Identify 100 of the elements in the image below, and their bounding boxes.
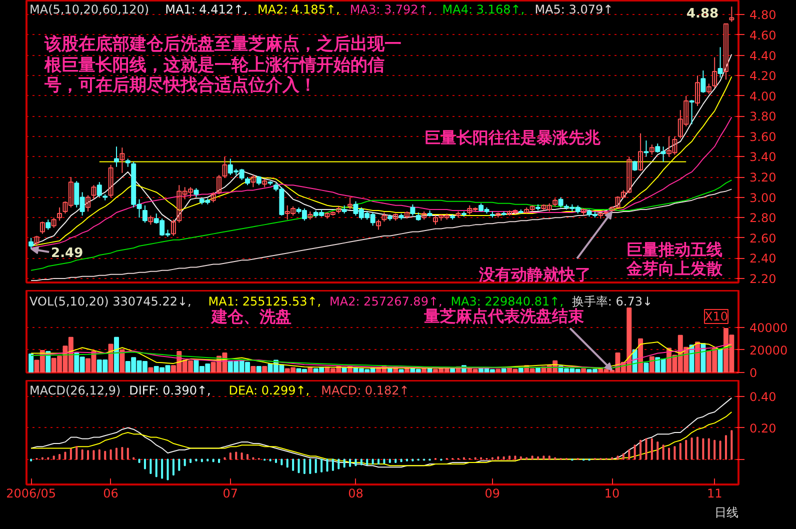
- candlestick: [712, 56, 718, 88]
- text: MA5: 3.079↑: [534, 2, 614, 16]
- line-series: [30, 188, 732, 281]
- bar: [689, 344, 694, 372]
- candlestick: [108, 164, 114, 198]
- text: MA1: 4.412↑,: [165, 2, 248, 16]
- text: 日线: [714, 506, 738, 520]
- annotation: 该股在底部建仓后洗盘至量芝麻点，之后出现一根巨量长阳线，这就是一轮上涨行情开始的信号，可在后期尽快找合适点位介入！: [44, 34, 402, 96]
- y-tick-label: 20000: [750, 343, 788, 358]
- bar: [148, 367, 154, 372]
- candlestick: [170, 219, 176, 236]
- candlestick: [700, 70, 706, 94]
- annotation: 换手率: 6.73↓: [572, 294, 653, 308]
- y-tick-label: 4.00: [750, 89, 776, 104]
- bar: [256, 366, 262, 372]
- bar: [518, 368, 524, 372]
- candlestick: [706, 83, 712, 94]
- candlestick: [376, 219, 382, 230]
- x-tick-label: 11: [706, 486, 722, 500]
- bar: [398, 369, 404, 372]
- candlestick: [558, 196, 564, 208]
- bar: [120, 349, 125, 372]
- annotation: 建仓、洗盘: [210, 307, 292, 326]
- candlestick: [410, 204, 416, 216]
- text: DIFF: 0.390↑,: [129, 384, 211, 398]
- x-tick-label: 09: [484, 486, 500, 500]
- y-tick-label: 0.20: [750, 421, 776, 436]
- bar: [501, 368, 506, 372]
- bar: [649, 356, 654, 372]
- bar: [450, 368, 456, 372]
- text: MA3: 229840.81↑,: [450, 294, 564, 308]
- text: MA2: 4.185↑,: [258, 2, 340, 16]
- x-tick-label: 07: [222, 486, 238, 500]
- candlestick: [210, 192, 216, 203]
- bar: [114, 336, 119, 372]
- candlestick: [46, 219, 51, 230]
- candlestick: [718, 46, 723, 78]
- candlestick: [649, 144, 654, 156]
- text: MA4: 3.168↑,: [442, 2, 525, 16]
- x-tick-label: 2006/05: [6, 486, 56, 500]
- candlestick: [57, 206, 62, 222]
- annotation: 2.49: [51, 246, 84, 262]
- candlestick: [142, 204, 148, 224]
- bar: [718, 348, 723, 372]
- candlestick: [51, 217, 56, 228]
- candlestick: [28, 237, 34, 250]
- chart-title: MACD(26,12,9): [30, 384, 121, 398]
- annotation: 巨量推动五线金芽向上发散: [626, 240, 724, 278]
- y-tick-label: 3.60: [750, 130, 776, 144]
- candlestick: [40, 221, 45, 234]
- y-tick-label: 3.80: [750, 110, 776, 124]
- bar: [108, 344, 114, 372]
- bar: [308, 367, 313, 372]
- bar: [427, 368, 432, 372]
- y-tick-label: 4.20: [750, 69, 776, 84]
- annotation: 量芝麻点代表洗盘结束: [423, 306, 584, 326]
- candlestick: [644, 140, 649, 158]
- y-tick-label: 2.60: [750, 231, 776, 246]
- x-tick-label: 10: [604, 486, 620, 500]
- candlestick: [216, 174, 222, 195]
- candlestick: [723, 23, 728, 80]
- y-tick-label: 4.40: [750, 48, 776, 63]
- candlestick: [96, 182, 102, 198]
- candlestick: [694, 75, 700, 106]
- candlestick: [91, 184, 96, 200]
- y-tick-label: 2.20: [750, 272, 776, 286]
- candlestick: [86, 194, 91, 212]
- annotation: 巨量长阳往往是暴涨先兆: [424, 128, 602, 147]
- bar: [250, 366, 256, 372]
- y-tick-label: 0: [750, 366, 758, 380]
- candlestick: [250, 174, 256, 188]
- candlestick: [729, 6, 734, 22]
- text: MA1: 255125.53↑,: [208, 294, 322, 308]
- y-tick-label: 4.80: [750, 8, 776, 22]
- y-tick-label: 2.40: [750, 252, 776, 266]
- annotation: 4.88: [686, 6, 719, 22]
- annotation: X10: [704, 310, 728, 324]
- candlestick: [34, 235, 40, 246]
- text: MACD: 0.182↑: [321, 384, 410, 398]
- text: MA3: 3.792↑,: [350, 2, 432, 16]
- y-tick-label: 40000: [750, 320, 788, 335]
- y-tick-label: 3.20: [750, 170, 776, 185]
- candlestick: [689, 99, 694, 125]
- text: DEA: 0.299↑,: [228, 384, 310, 398]
- y-tick-label: 3.40: [750, 150, 776, 164]
- candlestick: [148, 215, 154, 226]
- candlestick: [114, 146, 119, 168]
- bar: [28, 353, 34, 372]
- x-tick-label: 06: [103, 486, 118, 500]
- line-series: [30, 412, 732, 466]
- bar: [496, 368, 501, 372]
- y-tick-label: 0.40: [750, 390, 776, 404]
- bar: [262, 366, 268, 372]
- y-tick-label: 2.80: [750, 211, 776, 226]
- candlestick: [632, 160, 638, 172]
- annotation: 没有动静就快了: [478, 264, 592, 284]
- x-tick-label: 08: [348, 486, 364, 500]
- bar: [581, 368, 586, 372]
- text: MA2: 257267.89↑,: [330, 294, 442, 308]
- candlestick: [638, 132, 644, 172]
